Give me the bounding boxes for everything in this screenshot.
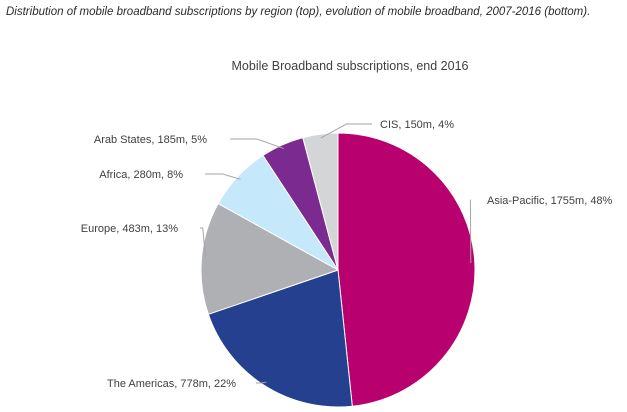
leader-line xyxy=(256,381,267,384)
slice-label: CIS, 150m, 4% xyxy=(380,119,454,131)
leader-line xyxy=(230,138,284,150)
leader-line xyxy=(469,199,472,264)
pie-slice-cis xyxy=(302,132,339,271)
slice-label: The Americas, 778m, 22% xyxy=(107,378,236,390)
pie-slices xyxy=(200,132,476,408)
slice-label: Africa, 280m, 8% xyxy=(99,169,183,181)
pie-slice-the-americas xyxy=(207,269,353,408)
slice-label: Arab States, 185m, 5% xyxy=(94,134,207,146)
slice-label: Europe, 483m, 13% xyxy=(81,223,178,235)
chart-title: Mobile Broadband subscriptions, end 2016 xyxy=(232,59,469,73)
leader-line xyxy=(320,123,372,139)
slice-label: Asia-Pacific, 1755m, 48% xyxy=(487,195,613,207)
pie-slice-europe xyxy=(200,202,340,315)
slice-labels: Asia-Pacific, 1755m, 48% The Americas, 77… xyxy=(81,119,613,390)
leader-lines xyxy=(200,123,472,384)
leader-line xyxy=(205,173,241,180)
pie-slice-asia-pacific xyxy=(337,132,476,407)
figure-caption: Distribution of mobile broadband subscri… xyxy=(6,6,591,18)
leader-line xyxy=(200,227,207,259)
